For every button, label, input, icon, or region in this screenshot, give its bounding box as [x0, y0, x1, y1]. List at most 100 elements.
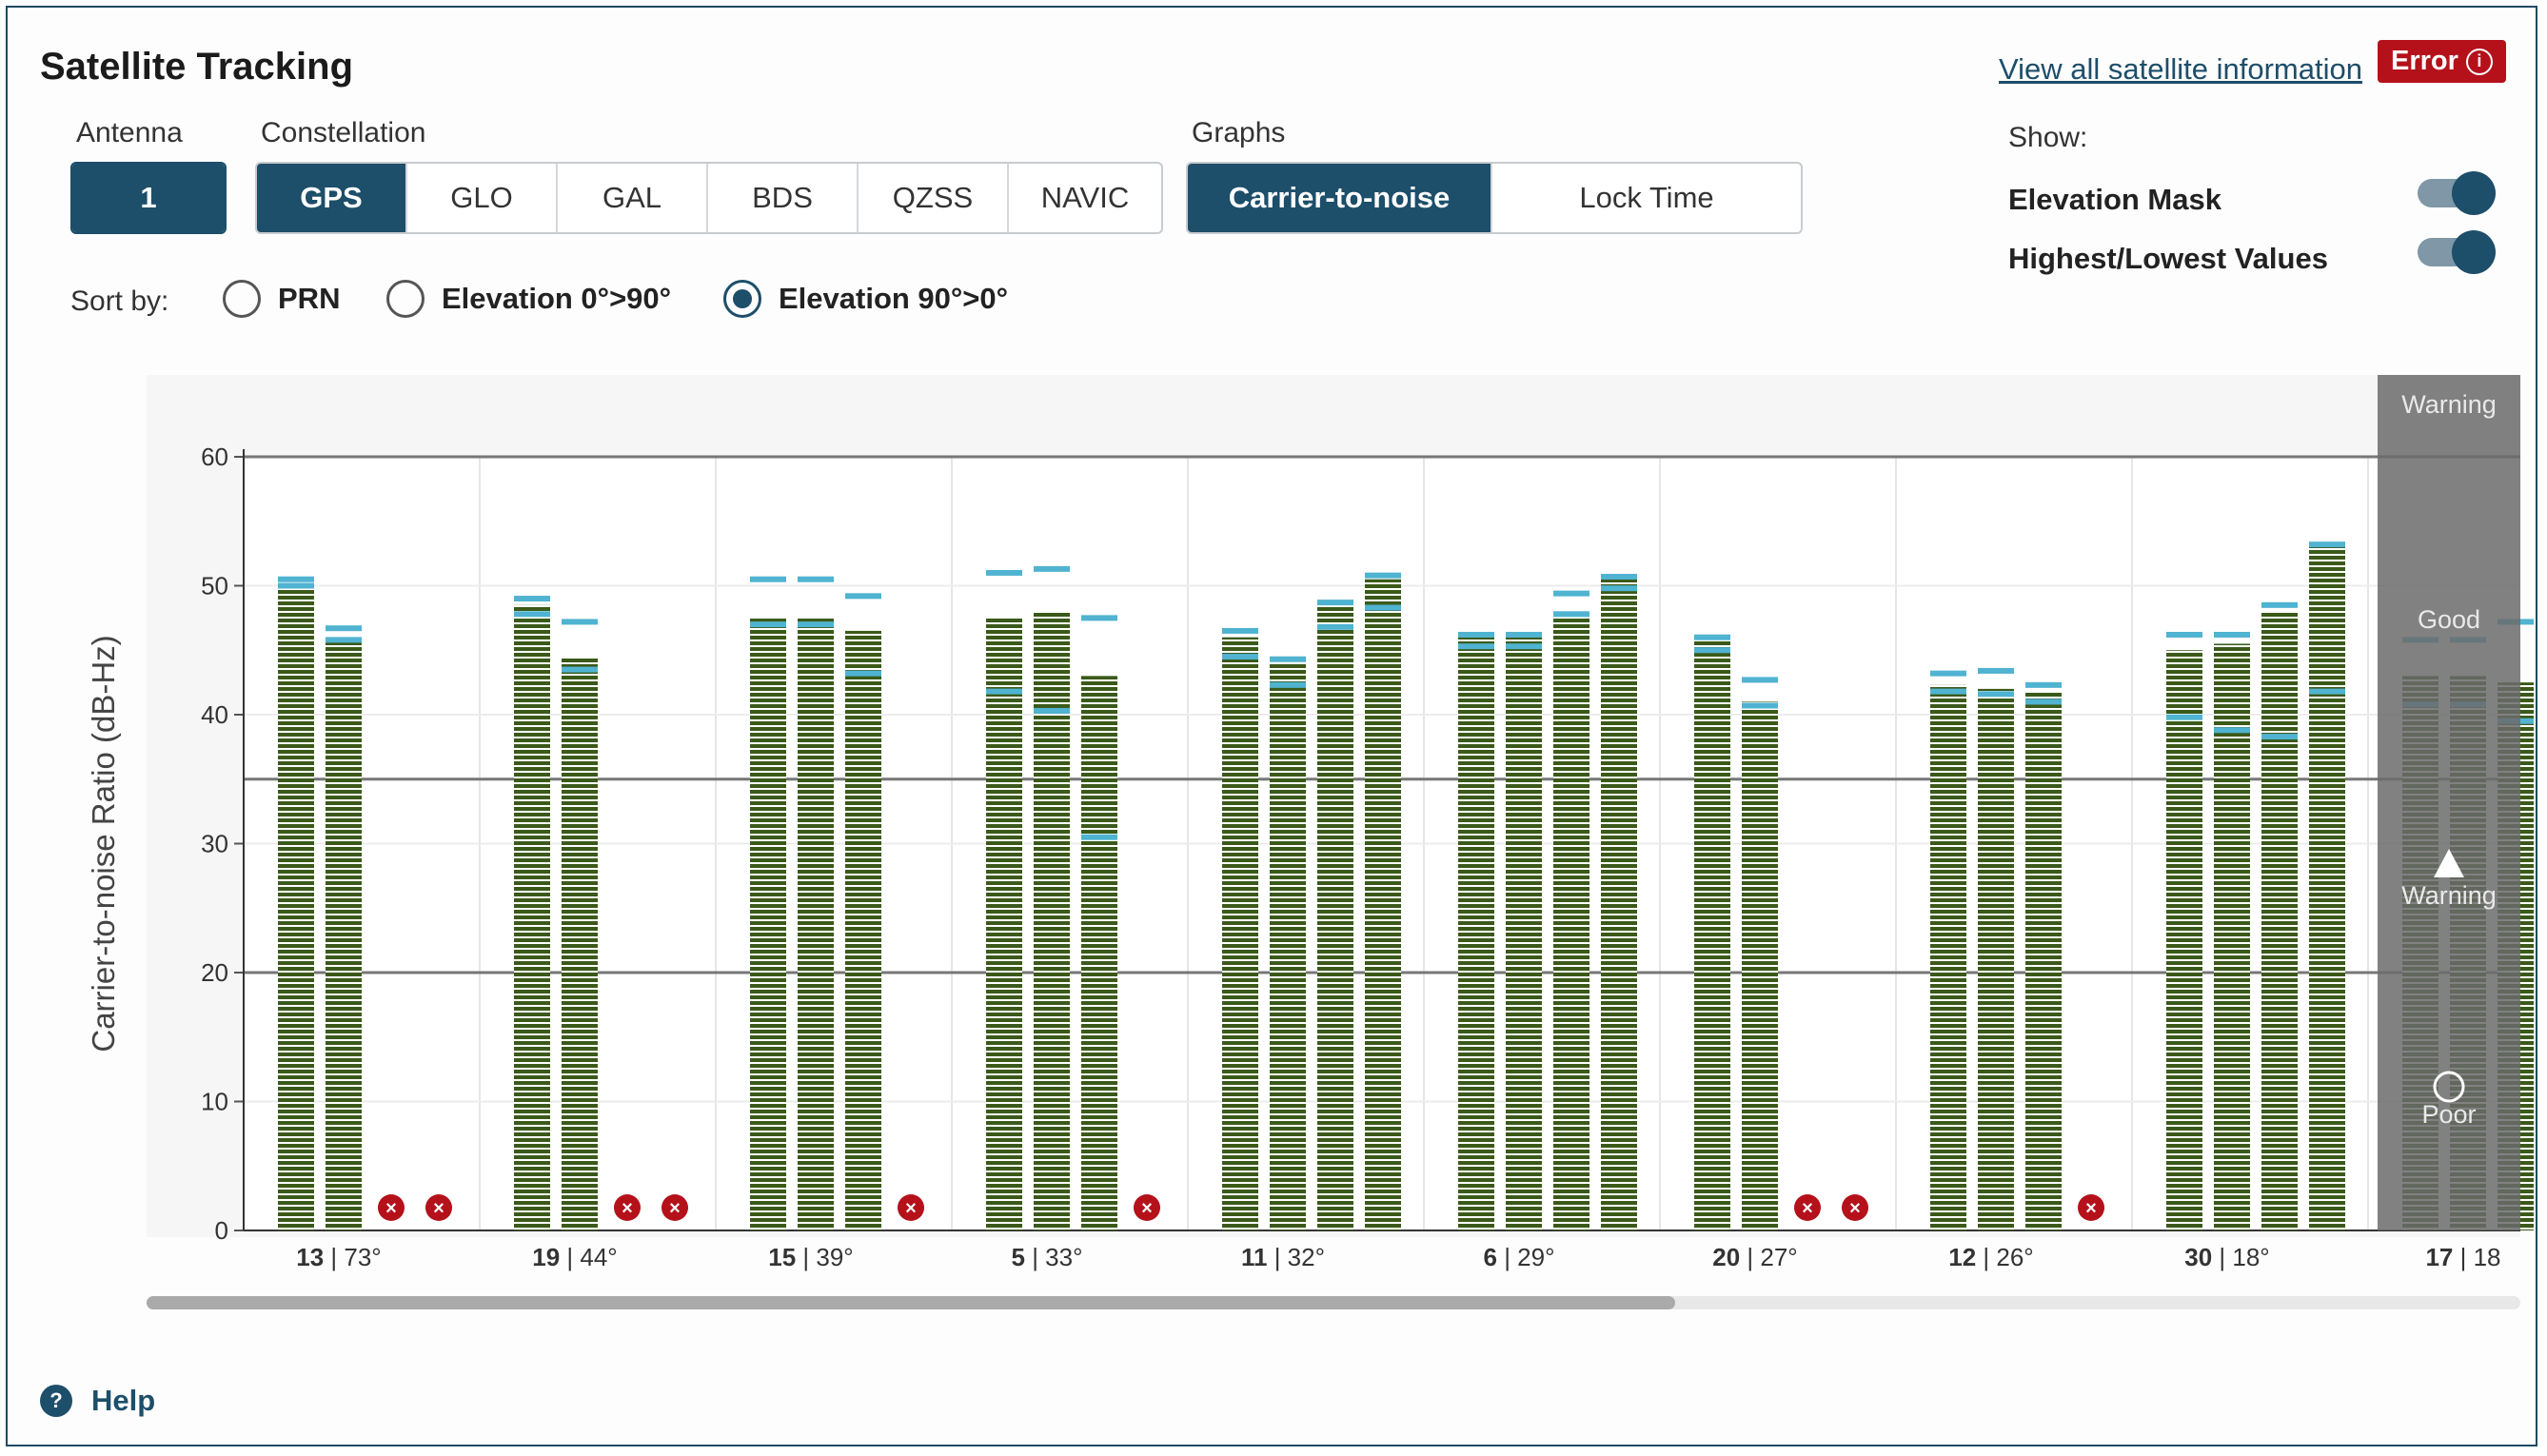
no-signal-x: ×	[622, 1198, 633, 1219]
no-signal-icon	[1794, 1194, 1821, 1221]
cn-bar	[750, 618, 786, 1230]
highest-value-marker	[1317, 600, 1353, 606]
warning-icon	[2434, 849, 2464, 877]
constellation-option-gal[interactable]: GAL	[558, 164, 708, 232]
highest-value-marker	[1365, 572, 1401, 579]
constellation-option-glo[interactable]: GLO	[407, 164, 558, 232]
radio-icon	[386, 280, 424, 318]
cn-bar	[1365, 579, 1401, 1230]
cn-bar	[1458, 637, 1494, 1230]
page-title: Satellite Tracking	[40, 46, 354, 88]
x-tick-label: 17 | 18	[2425, 1243, 2500, 1271]
constellation-option-qzss[interactable]: QZSS	[859, 164, 1009, 232]
cn-bar	[2309, 546, 2345, 1230]
lowest-value-marker	[1270, 681, 1306, 688]
lowest-value-marker	[986, 688, 1022, 695]
highest-value-marker	[278, 576, 314, 582]
highest-value-marker	[986, 569, 1022, 576]
lowest-value-marker	[562, 666, 598, 673]
lowest-value-marker	[1365, 604, 1401, 611]
highest-value-marker	[2261, 601, 2298, 608]
lowest-value-marker	[514, 611, 550, 618]
lowest-value-marker	[1742, 702, 1778, 709]
graph-option-lock-time[interactable]: Lock Time	[1579, 181, 1714, 214]
mask-zone-label: Poor	[2421, 1100, 2476, 1129]
x-tick-label: 20 | 27°	[1712, 1243, 1797, 1271]
no-signal-icon	[425, 1194, 452, 1221]
lowest-value-marker	[1930, 688, 1966, 695]
cn-bar	[1978, 688, 2014, 1230]
radio-icon	[223, 280, 261, 318]
highest-value-marker	[1458, 631, 1494, 638]
view-all-satellite-link[interactable]: View all satellite information	[1999, 52, 2362, 86]
cn-bar	[986, 618, 1022, 1230]
mask-zone-label: Good	[2418, 605, 2480, 634]
sort-radio-elev-desc[interactable]: Elevation 90°>0°	[723, 280, 1008, 318]
elevation-mask-label: Elevation Mask	[2008, 183, 2221, 216]
error-label: Error	[2391, 46, 2458, 76]
x-tick-label: 5 | 33°	[1012, 1243, 1083, 1271]
highest-value-marker	[1978, 667, 2014, 674]
y-tick-label: 20	[201, 958, 228, 987]
cn-bar	[1553, 611, 1589, 1230]
highest-lowest-toggle[interactable]	[2418, 230, 2496, 274]
mask-zone-label: Warning	[2401, 390, 2497, 419]
elevation-mask-overlay	[2378, 375, 2520, 1230]
lowest-value-marker	[1553, 611, 1589, 618]
chart-scrollbar-thumb[interactable]	[147, 1296, 1675, 1309]
lowest-value-marker	[1458, 643, 1494, 650]
no-signal-x: ×	[1802, 1198, 1813, 1219]
error-badge[interactable]: Error i	[2378, 40, 2506, 83]
highest-value-marker	[1034, 565, 1070, 572]
no-signal-x: ×	[669, 1198, 681, 1219]
help-link[interactable]: ? Help	[40, 1384, 155, 1418]
constellation-option-gps[interactable]: GPS	[257, 164, 407, 232]
x-tick-label: 6 | 29°	[1484, 1243, 1555, 1271]
lowest-value-marker	[326, 637, 362, 643]
highest-value-marker	[1694, 634, 1730, 640]
no-signal-icon	[661, 1194, 688, 1221]
show-label: Show:	[2008, 122, 2088, 153]
constellation-option-navic[interactable]: NAVIC	[1040, 181, 1130, 214]
x-tick-label: 30 | 18°	[2184, 1243, 2269, 1271]
no-signal-x: ×	[1141, 1198, 1153, 1219]
sort-option-label: Elevation 90°>0°	[779, 282, 1009, 315]
lowest-value-marker	[2261, 734, 2298, 740]
antenna-label: Antenna	[76, 117, 183, 148]
no-signal-icon	[898, 1194, 924, 1221]
highest-value-marker	[514, 596, 550, 602]
cn-bar	[2261, 611, 2298, 1230]
no-signal-icon	[1842, 1194, 1868, 1221]
antenna-option[interactable]: 1	[72, 164, 225, 232]
cn-bar	[562, 657, 598, 1230]
cn-bar	[278, 585, 314, 1230]
highest-value-marker	[2309, 541, 2345, 548]
sort-option-label: Elevation 0°>90°	[442, 282, 672, 315]
cn-bar	[2166, 650, 2202, 1230]
no-signal-icon	[2078, 1194, 2104, 1221]
highest-value-marker	[1930, 670, 1966, 677]
cn-bar	[1601, 579, 1637, 1230]
highest-value-marker	[562, 619, 598, 625]
graph-option-carrier-to-noise[interactable]: Carrier-to-noise	[1188, 164, 1492, 232]
y-tick-label: 30	[201, 830, 228, 858]
constellation-selector: GPS GLO GAL BDS QZSS NAVIC	[255, 162, 1163, 234]
lowest-value-marker	[2309, 688, 2345, 695]
constellation-option-bds[interactable]: BDS	[708, 164, 859, 232]
cn-bar	[2025, 691, 2062, 1230]
sort-radio-elev-asc[interactable]: Elevation 0°>90°	[386, 280, 671, 318]
cn-bar	[1506, 637, 1542, 1230]
cn-bar	[845, 630, 881, 1230]
help-label: Help	[91, 1384, 156, 1417]
no-signal-x: ×	[433, 1198, 444, 1219]
elevation-mask-toggle[interactable]	[2418, 171, 2496, 215]
sort-radio-prn[interactable]: PRN	[223, 280, 340, 318]
y-tick-label: 0	[215, 1216, 228, 1245]
lowest-value-marker	[845, 670, 881, 677]
cn-bar	[1034, 611, 1070, 1230]
x-tick-label: 13 | 73°	[296, 1243, 381, 1271]
no-signal-icon	[614, 1194, 641, 1221]
lowest-value-marker	[1694, 647, 1730, 654]
highest-value-marker	[1222, 627, 1258, 634]
antenna-selector: 1	[70, 162, 227, 234]
